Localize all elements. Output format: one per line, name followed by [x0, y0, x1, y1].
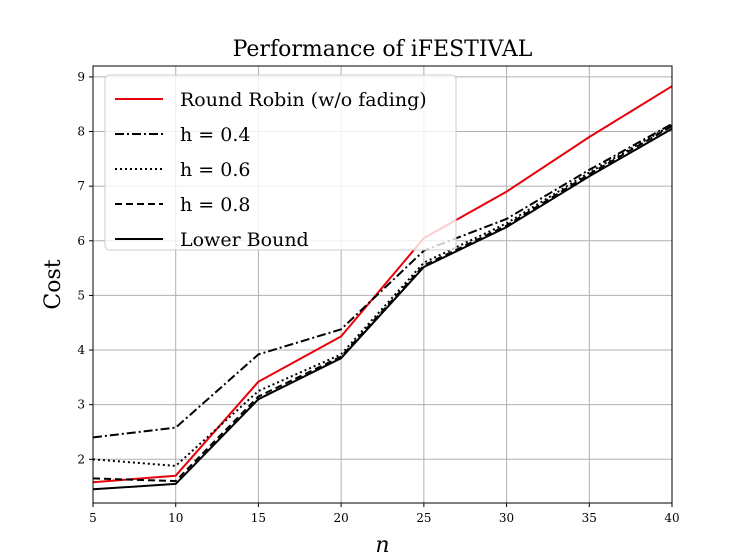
- y-tick-label: 8: [77, 125, 85, 139]
- series-line: [92, 85, 673, 484]
- series-lines: [92, 85, 673, 491]
- chart-title: Performance of iFESTIVAL: [233, 37, 533, 62]
- legend-box: [104, 74, 457, 251]
- legend-label: h = 0.8: [180, 194, 250, 216]
- series-line: [92, 124, 673, 467]
- y-tick-label: 3: [77, 398, 85, 412]
- x-tick-label: 15: [251, 511, 266, 525]
- plot-frame: [92, 65, 673, 504]
- x-tick-label: 10: [168, 511, 183, 525]
- series-line: [92, 123, 673, 439]
- legend-label: h = 0.4: [180, 124, 250, 146]
- y-tick-label: 4: [77, 343, 85, 357]
- x-axis-label: n: [375, 533, 389, 558]
- y-ticks: 2 3 4 5 6 7 8 9: [77, 70, 93, 466]
- y-tick-label: 7: [77, 179, 85, 193]
- legend-label: Round Robin (w/o fading): [180, 89, 427, 111]
- y-tick-label: 6: [77, 234, 85, 248]
- series-line: [92, 127, 673, 491]
- y-tick-label: 5: [77, 288, 85, 302]
- x-tick-label: 40: [664, 511, 679, 525]
- y-tick-label: 9: [77, 70, 85, 84]
- x-ticks: 5 10 15 20 25 30 35 40: [89, 503, 680, 525]
- series-line: [92, 125, 673, 483]
- legend-label: Lower Bound: [180, 229, 309, 251]
- x-tick-label: 20: [334, 511, 349, 525]
- legend: Round Robin (w/o fading) h = 0.4 h = 0.6 h …: [104, 74, 457, 251]
- y-tick-label: 2: [77, 452, 85, 466]
- x-tick-label: 25: [416, 511, 431, 525]
- x-tick-label: 35: [582, 511, 597, 525]
- x-tick-label: 30: [499, 511, 514, 525]
- x-tick-label: 5: [89, 511, 97, 525]
- legend-label: h = 0.6: [180, 159, 250, 181]
- y-axis-label: Cost: [41, 259, 66, 309]
